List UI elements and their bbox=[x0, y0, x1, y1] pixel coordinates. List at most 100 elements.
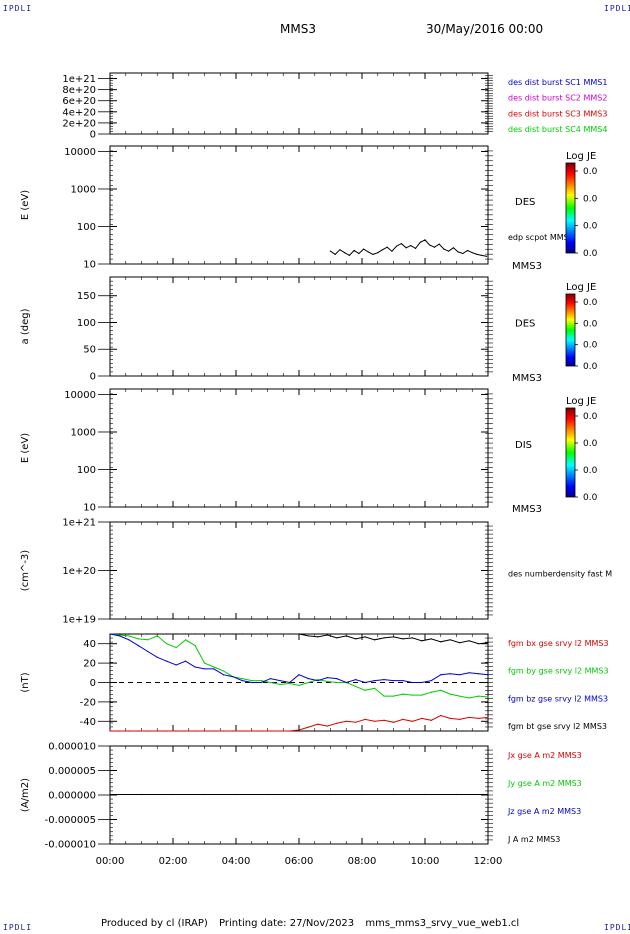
x-tick-label: 06:00 bbox=[285, 856, 314, 867]
legend-entry-burst: des dist burst SC4 MMS4 bbox=[508, 125, 607, 134]
data-point-fgm-1 bbox=[468, 716, 470, 719]
data-point-fgm-2 bbox=[374, 687, 376, 689]
panel-frame-dis_energy bbox=[109, 388, 489, 508]
data-point-des_energy-0 bbox=[438, 243, 440, 245]
data-point-current-0 bbox=[140, 793, 143, 796]
data-point-fgm-2 bbox=[288, 682, 291, 685]
panel-frame-burst bbox=[109, 72, 489, 135]
data-point-fgm-0 bbox=[175, 633, 177, 635]
data-point-fgm-1 bbox=[137, 730, 139, 732]
data-point-fgm-3 bbox=[317, 679, 319, 682]
data-point-fgm-0 bbox=[232, 633, 234, 635]
data-point-fgm-0 bbox=[477, 643, 480, 645]
data-point-fgm-0 bbox=[118, 633, 121, 635]
data-point-fgm-2 bbox=[147, 639, 149, 641]
data-point-fgm-0 bbox=[166, 633, 168, 635]
data-point-fgm-1 bbox=[288, 730, 291, 732]
data-point-des_energy-0 bbox=[386, 246, 388, 248]
legend-entry-fgm: fgm by gse srvy l2 MMS3 bbox=[508, 667, 609, 676]
colorbar-title-des_pitch: Log JE bbox=[566, 282, 596, 293]
y-tick-label-des_energy: 100 bbox=[77, 222, 96, 233]
colorbar-tick-des_pitch: 0.0 bbox=[583, 319, 598, 329]
data-point-fgm-0 bbox=[374, 639, 376, 641]
data-point-fgm-0 bbox=[345, 635, 347, 637]
data-point-fgm-3 bbox=[156, 656, 158, 658]
data-point-fgm-3 bbox=[185, 660, 187, 662]
colorbar-tick-des_energy: 0.0 bbox=[583, 249, 598, 259]
panel-frame-density bbox=[109, 521, 489, 620]
y-axis-label-des_energy: E (eV) bbox=[20, 190, 31, 220]
y-tick-label-des_pitch: 150 bbox=[77, 291, 96, 302]
data-point-des_energy-0 bbox=[334, 253, 336, 256]
legend-entry-current: J A m2 MMS3 bbox=[507, 835, 560, 844]
data-point-des_energy-0 bbox=[414, 247, 417, 250]
data-point-fgm-2 bbox=[449, 693, 451, 695]
data-point-des_energy-0 bbox=[391, 250, 393, 252]
legend-entry-current: Jz gse A m2 MMS3 bbox=[507, 807, 581, 816]
data-point-fgm-2 bbox=[307, 681, 310, 684]
side-sub-label-des_energy: edp scpot MMS3 bbox=[508, 233, 574, 242]
data-point-des_energy-0 bbox=[358, 252, 360, 255]
data-point-fgm-2 bbox=[364, 689, 366, 691]
data-point-fgm-3 bbox=[137, 645, 139, 647]
corner-label-bottom-left: IPDLI bbox=[3, 923, 33, 932]
y-tick-label-fgm: -20 bbox=[80, 697, 96, 708]
data-point-fgm-0 bbox=[298, 633, 300, 635]
data-point-fgm-0 bbox=[430, 638, 432, 640]
y-tick-label-current: -0.000005 bbox=[45, 815, 96, 826]
bottom-label-dis_energy: MMS3 bbox=[512, 504, 542, 515]
data-point-fgm-2 bbox=[326, 680, 328, 683]
data-point-fgm-1 bbox=[355, 721, 357, 723]
data-point-fgm-2 bbox=[137, 638, 139, 640]
data-point-fgm-0 bbox=[421, 640, 423, 642]
corner-label-top-right: IPDLI bbox=[604, 4, 630, 13]
data-point-des_energy-0 bbox=[400, 242, 402, 245]
data-point-fgm-2 bbox=[383, 695, 385, 697]
data-point-fgm-0 bbox=[185, 633, 187, 635]
data-point-fgm-0 bbox=[128, 633, 130, 635]
data-point-fgm-3 bbox=[459, 674, 461, 676]
y-tick-label-dis_energy: 100 bbox=[77, 465, 96, 476]
data-point-des_energy-0 bbox=[405, 247, 407, 249]
corner-label-top-left: IPDLI bbox=[3, 4, 33, 13]
x-tick-label: 04:00 bbox=[222, 856, 251, 867]
data-point-fgm-3 bbox=[364, 681, 366, 684]
colorbar-title-dis_energy: Log JE bbox=[566, 396, 596, 407]
data-point-fgm-3 bbox=[270, 678, 272, 680]
y-tick-label-burst: 0 bbox=[90, 130, 96, 141]
data-point-fgm-2 bbox=[251, 679, 253, 682]
data-point-fgm-0 bbox=[270, 633, 272, 635]
data-point-fgm-3 bbox=[440, 674, 442, 676]
data-point-fgm-2 bbox=[477, 695, 480, 697]
data-point-fgm-2 bbox=[468, 697, 470, 699]
legend-entry-fgm: fgm bz gse srvy l2 MMS3 bbox=[508, 694, 608, 703]
data-point-fgm-1 bbox=[402, 718, 404, 720]
data-point-fgm-3 bbox=[487, 674, 489, 676]
data-point-fgm-3 bbox=[468, 672, 470, 674]
legend-entry-fgm: fgm bt gse srvy l2 MMS3 bbox=[508, 722, 607, 731]
data-point-fgm-1 bbox=[421, 717, 423, 719]
data-point-des_energy-0 bbox=[339, 249, 341, 251]
side-label-des_pitch: DES bbox=[515, 319, 535, 330]
colorbar-tick-dis_energy: 0.0 bbox=[583, 439, 598, 449]
data-point-fgm-0 bbox=[203, 633, 206, 635]
y-tick-label-dis_energy: 1000 bbox=[71, 427, 96, 438]
colorbar-tick-dis_energy: 0.0 bbox=[583, 466, 598, 476]
data-point-fgm-0 bbox=[449, 639, 451, 641]
data-point-fgm-3 bbox=[411, 681, 413, 684]
colorbar-title-des_energy: Log JE bbox=[566, 151, 596, 162]
data-point-fgm-3 bbox=[288, 681, 291, 684]
data-point-fgm-1 bbox=[326, 725, 328, 727]
data-point-fgm-2 bbox=[402, 693, 404, 695]
data-point-fgm-2 bbox=[156, 635, 158, 637]
data-point-fgm-1 bbox=[477, 717, 480, 719]
data-point-fgm-3 bbox=[326, 677, 328, 679]
data-point-fgm-1 bbox=[251, 730, 253, 732]
data-point-current-0 bbox=[203, 793, 206, 796]
data-point-fgm-0 bbox=[260, 633, 262, 635]
y-tick-label-fgm: 0 bbox=[90, 678, 96, 689]
data-point-fgm-1 bbox=[213, 730, 215, 732]
colorbar-dis_energy bbox=[565, 407, 576, 498]
data-point-fgm-1 bbox=[392, 721, 395, 723]
